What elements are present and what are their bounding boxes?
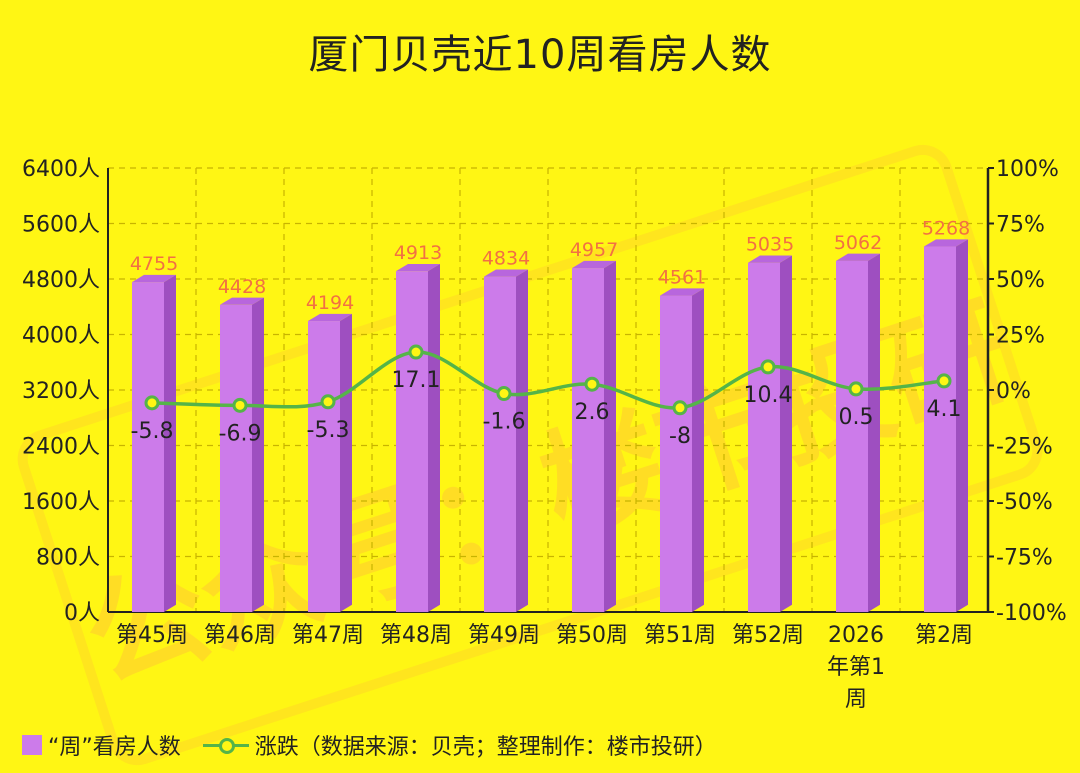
x-tick-label: 第48周 [380,623,452,648]
legend-line-swatch [202,735,249,755]
x-tick-label: 2026 [828,623,884,648]
y-right-tick-label: 75% [996,213,1045,238]
bar-value-label: 4957 [570,239,618,261]
bar-side [604,260,616,612]
bar-top [748,255,792,263]
y-left-tick-label: 3200人 [22,379,100,404]
bar-value-label: 4561 [658,267,706,289]
bar-top [924,239,968,247]
bar-side [780,255,792,612]
bar-side [868,253,880,612]
bar-value-label: 4428 [218,276,266,298]
bar [308,321,340,612]
line-value-label: -5.3 [307,418,350,443]
bar-top [836,253,880,261]
y-left-tick-label: 800人 [36,546,100,571]
line-value-label: 2.6 [575,400,610,425]
bar [748,262,780,612]
bar-value-label: 4755 [130,253,178,275]
bar-top [484,269,528,277]
bar-top [660,288,704,296]
bar-side [956,239,968,612]
bar-side [340,313,352,612]
y-right-tick-label: 25% [996,324,1045,349]
x-tick-label: 周 [845,687,867,712]
line-value-label: -8 [669,424,691,449]
bar [660,295,692,612]
bar-side [428,263,440,612]
bar-side [252,297,264,612]
bar-top [132,274,176,283]
bar-side [516,269,528,612]
chart-title: 厦门贝壳近10周看房人数 [308,32,772,78]
y-left-tick-label: 1600人 [22,490,100,515]
bar [924,246,956,612]
line-point [584,376,600,392]
bar-top [308,313,352,322]
bar-value-label: 4834 [482,248,530,270]
line-point [672,400,688,416]
line-value-label: -5.8 [131,419,174,444]
x-tick-label: 第45周 [116,623,188,648]
line-point [496,386,512,402]
line-point [760,359,776,375]
legend-bar-swatch [22,735,42,755]
x-tick-label: 第52周 [732,623,804,648]
line-point [408,344,424,360]
y-left-tick-label: 2400人 [22,435,100,460]
bar-value-label: 4194 [306,292,354,314]
bar [132,282,164,612]
line-value-label: 17.1 [392,368,441,393]
line-point [232,397,248,413]
x-tick-label: 第47周 [292,623,364,648]
y-right-tick-label: 100% [996,157,1059,182]
bar-value-label: 5035 [746,234,794,256]
x-tick-label: 第50周 [556,623,628,648]
line-series [151,350,945,410]
x-tick-label: 第46周 [204,623,276,648]
line-value-label: -6.9 [219,421,262,446]
y-left-tick-label: 6400人 [22,157,100,182]
y-left-tick-label: 5600人 [22,213,100,238]
bar [836,260,868,612]
line-value-label: 0.5 [839,405,874,430]
bar-top [572,260,616,269]
y-right-tick-label: 0% [996,379,1031,404]
bar [396,271,428,612]
legend: “周”看房人数 涨跌（数据来源：贝壳；整理制作：楼市投研） [22,730,717,760]
legend-bar-label: “周”看房人数 [48,735,181,760]
line-point [936,373,952,389]
line-point [848,381,864,397]
line-point [144,395,160,411]
bar [220,304,252,612]
y-right-tick-label: 50% [996,268,1045,293]
bar-value-label: 5268 [922,218,970,240]
bar-top [220,297,264,305]
line-value-label: -1.6 [483,410,526,435]
bar-value-label: 4913 [394,242,442,264]
y-left-tick-label: 4800人 [22,268,100,293]
x-tick-label: 第51周 [644,623,716,648]
bar-top [396,263,440,272]
bar [572,268,604,612]
bar-side [164,274,176,612]
y-right-tick-label: -50% [996,490,1053,515]
bar-value-label: 5062 [834,232,882,254]
line-point [320,394,336,410]
y-right-tick-label: -75% [996,546,1053,571]
y-right-tick-label: -25% [996,435,1053,460]
bar [484,276,516,612]
line-value-label: 10.4 [744,383,793,408]
line-value-label: 4.1 [927,397,962,422]
x-tick-label: 年第1 [827,655,885,680]
y-left-tick-label: 0人 [64,601,100,626]
x-tick-label: 第2周 [915,623,973,648]
bar-side [692,288,704,612]
x-tick-label: 第49周 [468,623,540,648]
y-left-tick-label: 4000人 [22,324,100,349]
y-right-tick-label: -100% [996,601,1067,626]
legend-line-label: 涨跌（数据来源：贝壳；整理制作：楼市投研） [254,735,717,760]
